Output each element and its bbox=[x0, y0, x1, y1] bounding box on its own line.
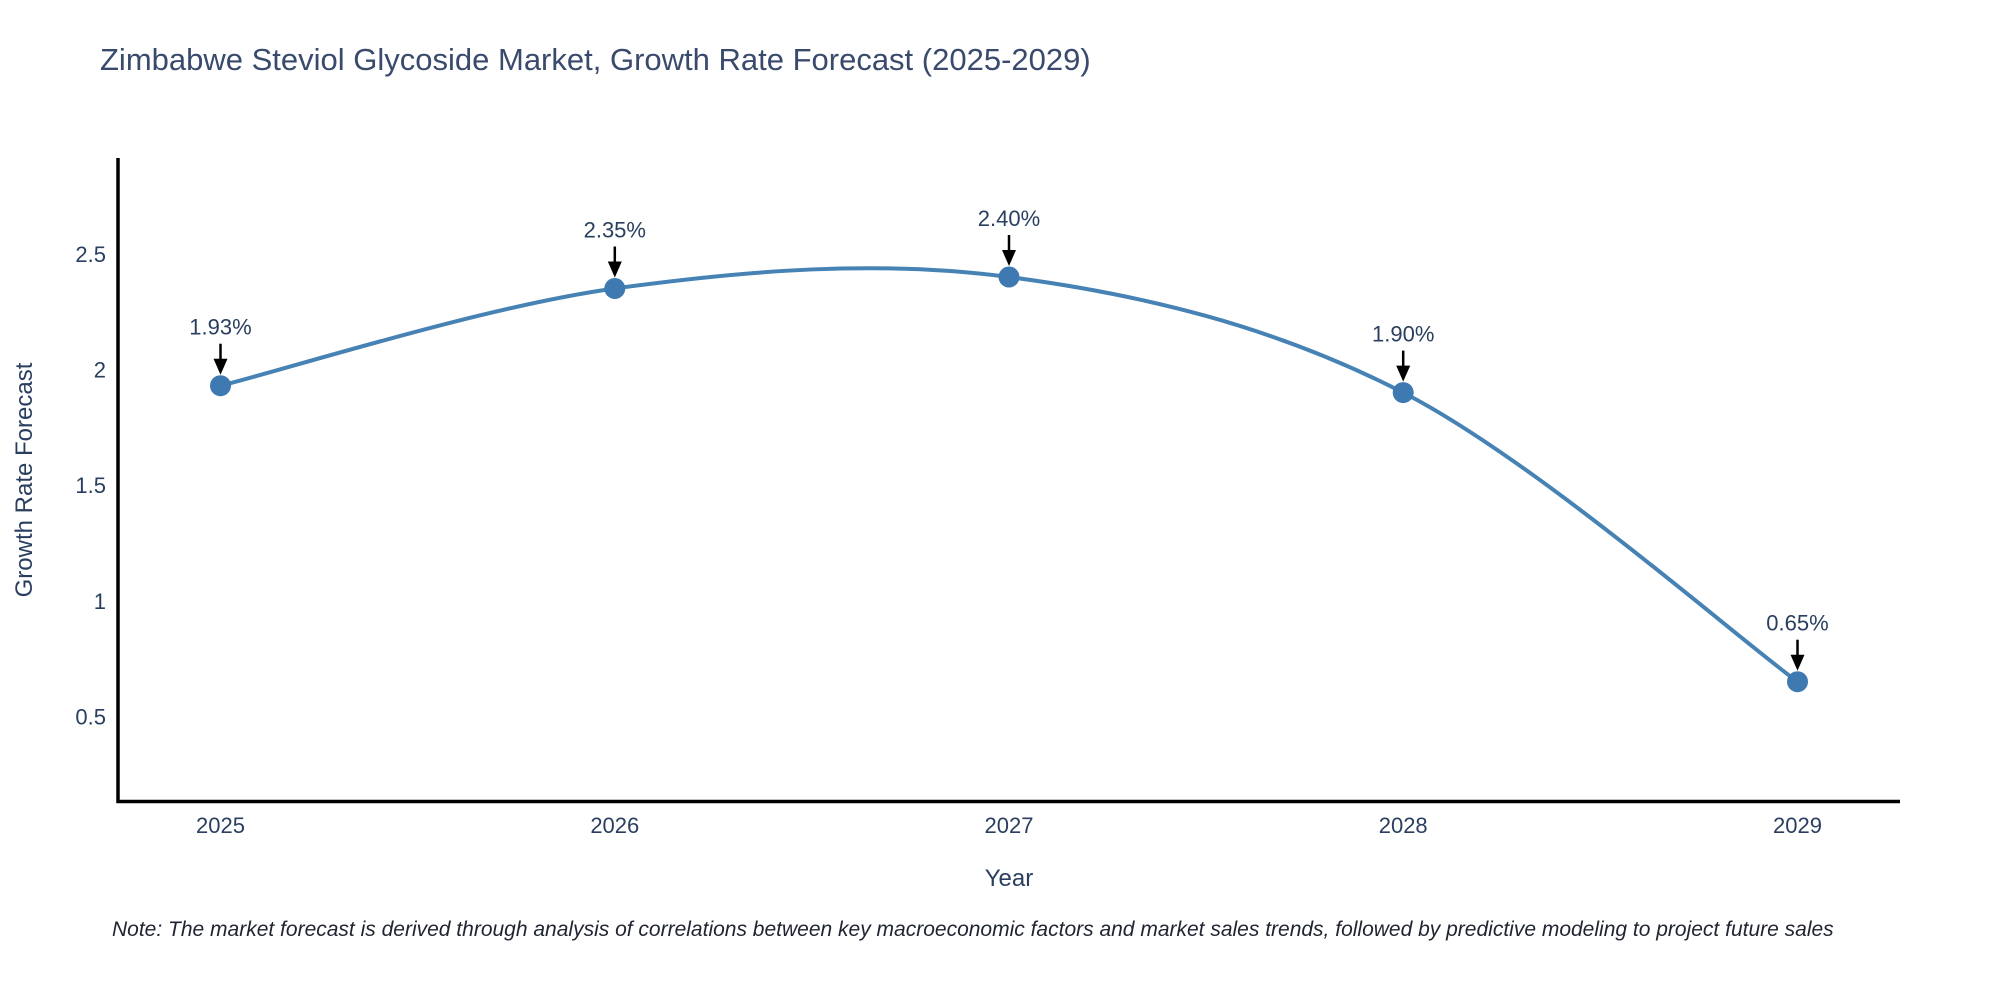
point-value-label: 0.65% bbox=[1766, 611, 1828, 636]
x-tick-label: 2029 bbox=[1773, 813, 1822, 838]
axis-lines bbox=[116, 158, 1900, 804]
x-tick-label: 2027 bbox=[985, 813, 1034, 838]
x-tick-label: 2028 bbox=[1379, 813, 1428, 838]
y-tick-label: 2 bbox=[94, 358, 106, 383]
point-value-label: 2.40% bbox=[978, 206, 1040, 231]
x-axis-title: Year bbox=[985, 865, 1034, 892]
point-value-label: 2.35% bbox=[584, 218, 646, 243]
point-value-label: 1.93% bbox=[189, 315, 251, 340]
data-point[interactable] bbox=[1392, 382, 1414, 404]
annotation-arrowhead-icon bbox=[1002, 250, 1016, 266]
y-tick-label: 0.5 bbox=[75, 704, 106, 729]
data-point[interactable] bbox=[1787, 671, 1808, 693]
annotation-arrowhead-icon bbox=[607, 261, 622, 278]
y-axis-title: Growth Rate Forecast bbox=[11, 362, 38, 597]
data-point[interactable] bbox=[998, 266, 1020, 288]
annotation-arrowhead-icon bbox=[213, 358, 228, 375]
forecast-line bbox=[218, 266, 1800, 684]
annotations-layer: 1.93% 2.35% 2.40% 1.90% 0.65% bbox=[189, 206, 1829, 671]
chart-title: Zimbabwe Steviol Glycoside Market, Growt… bbox=[100, 42, 1091, 77]
annotation-arrowhead-icon bbox=[1396, 365, 1411, 382]
data-point[interactable] bbox=[210, 375, 231, 397]
x-tick-label: 2026 bbox=[590, 813, 639, 838]
point-value-label: 1.90% bbox=[1372, 322, 1434, 347]
footnote: Note: The market forecast is derived thr… bbox=[112, 918, 1834, 941]
annotation-arrowhead-icon bbox=[1790, 654, 1805, 671]
series-layer bbox=[210, 266, 1808, 693]
ticks-layer: 0.5 1 1.5 2 2.5 2025 2026 2027 2028 2029 bbox=[75, 242, 1822, 838]
y-tick-label: 1.5 bbox=[75, 473, 106, 498]
y-tick-label: 1 bbox=[94, 589, 106, 614]
data-point[interactable] bbox=[604, 278, 626, 299]
y-tick-label: 2.5 bbox=[75, 242, 106, 267]
x-tick-label: 2025 bbox=[196, 813, 245, 838]
